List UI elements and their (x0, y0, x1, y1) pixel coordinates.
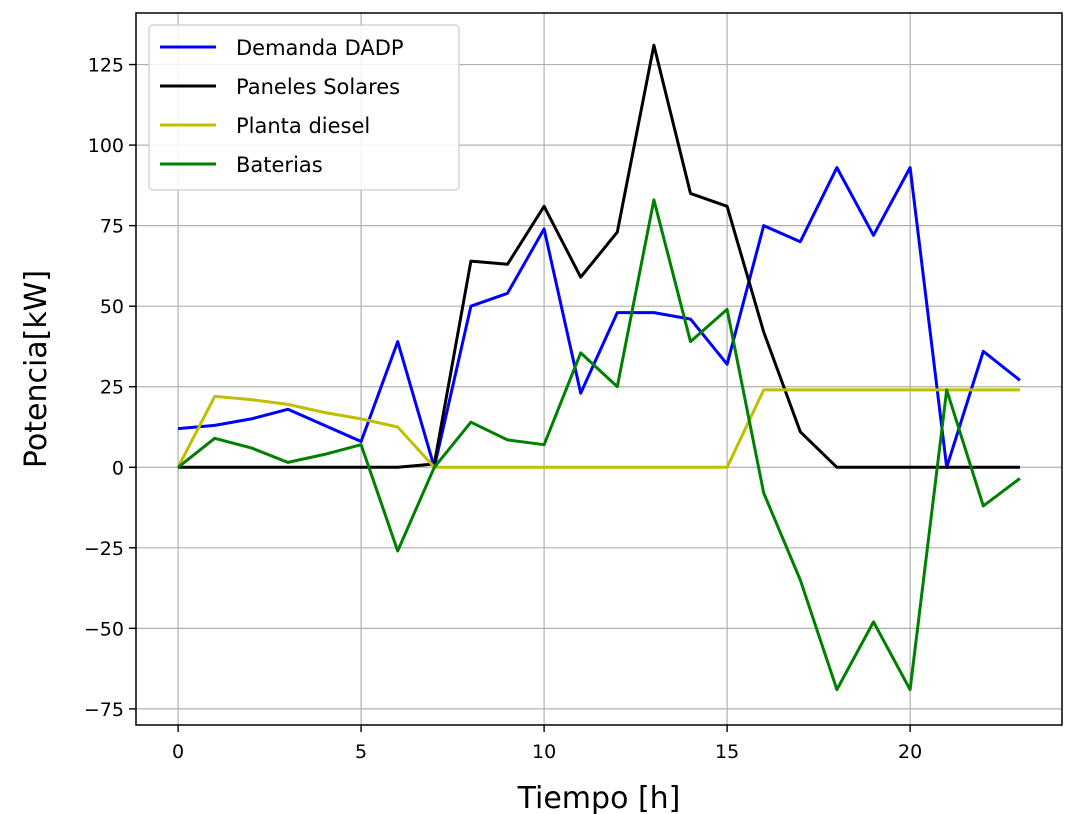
series-line-0 (177, 166, 1021, 469)
x-axis-label: Tiempo [h] (517, 781, 681, 814)
axis-ticks: 0 5 10 15 20 −75 −50 −25 0 25 50 75 100 125 (84, 55, 922, 763)
x-tick-label: 0 (172, 741, 184, 763)
y-tick-label: 50 (100, 296, 124, 318)
legend-label-0: Demanda DADP (236, 36, 404, 60)
series-line-3 (177, 198, 1021, 692)
legend-box (148, 24, 460, 191)
plot-frame (135, 12, 1063, 726)
grid-lines (136, 13, 1062, 725)
y-tick-label: 100 (88, 135, 124, 157)
x-tick-label: 15 (715, 741, 739, 763)
series-lines (176, 43, 1021, 692)
x-tick-label: 5 (355, 741, 367, 763)
series-line-2 (176, 388, 1020, 469)
legend: Demanda DADP Paneles Solares Planta diesel… (148, 24, 460, 191)
x-tick-label: 10 (532, 741, 556, 763)
series-line-1 (178, 43, 1020, 469)
y-tick-label: −50 (84, 618, 124, 640)
legend-label-3: Baterias (236, 153, 323, 177)
y-axis-label: Potencia[kW] (19, 270, 54, 468)
y-tick-label: 0 (112, 457, 124, 479)
y-tick-label: −75 (84, 699, 124, 721)
legend-label-1: Paneles Solares (236, 75, 400, 99)
y-tick-label: 75 (100, 216, 124, 238)
x-tick-label: 20 (898, 741, 922, 763)
y-tick-label: 25 (100, 377, 124, 399)
y-tick-label: 125 (88, 55, 124, 77)
y-tick-label: −25 (84, 538, 124, 560)
legend-label-2: Planta diesel (236, 114, 370, 138)
